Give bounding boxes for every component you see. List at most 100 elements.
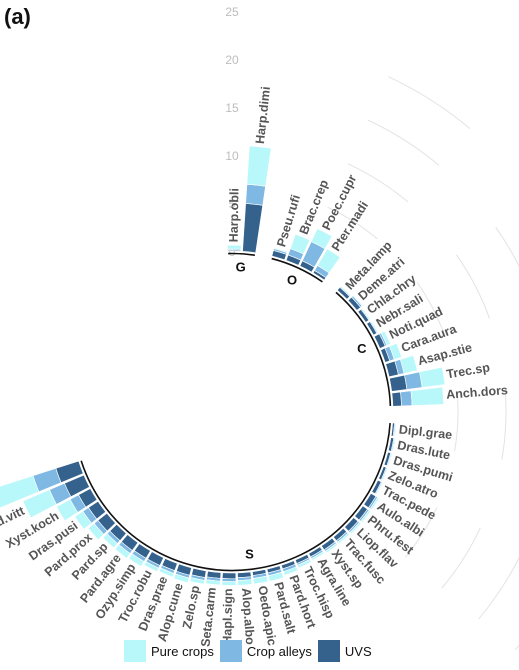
group-label: C bbox=[357, 341, 367, 356]
bar-segment-pure bbox=[87, 523, 105, 541]
bar-segment-pure bbox=[205, 579, 221, 586]
bar-segment-pure bbox=[317, 248, 341, 274]
bar-segment-uvs bbox=[389, 374, 408, 392]
bar-segment-pure bbox=[289, 233, 311, 255]
grid-arc bbox=[347, 163, 409, 203]
legend-label-crop-alleys: Crop alleys bbox=[246, 643, 312, 659]
group-axis bbox=[80, 422, 391, 572]
bar-segment-pure bbox=[361, 307, 371, 321]
bar-segment-pure bbox=[311, 551, 325, 561]
species-label: Alop.albo bbox=[239, 587, 257, 645]
bar-segment-pure bbox=[340, 285, 352, 297]
bar-segment-pure bbox=[22, 489, 57, 519]
species-label: Harp.obli bbox=[227, 188, 242, 242]
bar-segment-pure bbox=[227, 244, 242, 250]
bar-segment-pure bbox=[324, 542, 338, 554]
bar-segment-uvs bbox=[391, 391, 402, 407]
bar-segment-pure bbox=[381, 467, 389, 482]
bar-segment-pure bbox=[369, 496, 380, 511]
radial-tick-label: 5 bbox=[229, 197, 236, 211]
grid-arc bbox=[388, 76, 471, 129]
bar-segment-pure bbox=[380, 330, 391, 346]
bar-segment-pure bbox=[0, 475, 40, 509]
bar-segment-pure bbox=[297, 559, 312, 569]
legend: Pure crops Crop alleys UVS bbox=[124, 640, 378, 662]
bar-segment-pure bbox=[310, 228, 333, 250]
bar-segment-pure bbox=[252, 575, 269, 585]
bar-segment-pure bbox=[128, 553, 145, 567]
bar-segment-pure bbox=[410, 386, 445, 406]
group-label: G bbox=[236, 260, 246, 275]
species-label: Trec.sp bbox=[445, 360, 491, 381]
bar-segment-pure bbox=[56, 498, 79, 522]
legend-swatch-crop-alleys bbox=[219, 640, 242, 662]
species-label: Anch.dors bbox=[446, 383, 509, 402]
species-label: Harp.dimi bbox=[253, 86, 273, 145]
legend-label-uvs: UVS bbox=[344, 643, 372, 659]
radial-tick-label: 10 bbox=[225, 149, 239, 163]
bar-segment-pure bbox=[74, 510, 92, 530]
bar-segment-uvs bbox=[221, 572, 237, 580]
grid-arc bbox=[515, 644, 519, 651]
bar-segment-pure bbox=[143, 561, 160, 573]
bar-segment-pure bbox=[114, 544, 131, 559]
bar-segment-pure bbox=[393, 422, 397, 437]
bar-segment-pure bbox=[370, 320, 379, 334]
group-axis bbox=[335, 291, 392, 406]
group-axis bbox=[271, 257, 323, 283]
bar-segment-pure bbox=[375, 481, 384, 496]
bar-segment-pure bbox=[173, 573, 190, 584]
legend-label-pure-crops: Pure crops bbox=[151, 643, 214, 659]
bar-segment-pure bbox=[337, 532, 350, 545]
bars bbox=[0, 145, 446, 586]
grid-arc bbox=[495, 227, 519, 268]
radial-ticks: 0 5 10 15 20 25 bbox=[225, 5, 519, 651]
group-axes bbox=[80, 252, 392, 572]
radial-tick-label: 15 bbox=[225, 101, 239, 115]
species-label: Hapl.sign bbox=[220, 588, 235, 645]
species-label: Seta.carm bbox=[198, 587, 218, 648]
grid-arc bbox=[416, 282, 445, 335]
legend-swatch-pure-crops bbox=[124, 640, 146, 662]
radial-tick-label: 20 bbox=[225, 53, 239, 67]
grid-arc bbox=[404, 507, 438, 558]
bar-segment-pure bbox=[391, 437, 397, 453]
bar-segment-pure bbox=[102, 533, 118, 549]
bar-segment-pure bbox=[268, 571, 284, 582]
radial-tick-label: 0 bbox=[229, 245, 236, 259]
bar-segment-pure bbox=[246, 145, 272, 187]
bar-segment-pure bbox=[389, 342, 402, 360]
bar-segment-alley bbox=[400, 390, 413, 407]
bar-segment-pure bbox=[237, 579, 253, 586]
grid-arc bbox=[441, 527, 481, 589]
bar-segment-alley bbox=[404, 371, 423, 390]
bar-segment-pure bbox=[352, 294, 364, 307]
bar-segment-uvs bbox=[242, 203, 264, 254]
panel-label: (a) bbox=[4, 4, 31, 29]
group-labels: G O C S bbox=[236, 260, 368, 562]
grid-arc bbox=[367, 119, 440, 166]
group-label: O bbox=[287, 273, 297, 288]
group-axis bbox=[228, 252, 255, 256]
grid-arc bbox=[454, 392, 459, 452]
radial-tick-label: 25 bbox=[225, 5, 239, 19]
bar-segment-pure bbox=[189, 577, 205, 585]
grid-arc bbox=[456, 254, 490, 319]
grid-arc bbox=[327, 206, 378, 240]
legend-item-pure-crops: Pure crops bbox=[124, 640, 214, 662]
bar-segment-pure bbox=[419, 366, 446, 388]
grid-arc bbox=[501, 388, 507, 460]
bar-segment-pure bbox=[349, 522, 362, 535]
bar-segment-pure bbox=[221, 581, 237, 586]
bar-segment-pure bbox=[399, 355, 418, 374]
bar-segment-pure bbox=[273, 247, 288, 253]
bar-segment-pure bbox=[283, 566, 299, 576]
bar-segment-pure bbox=[158, 567, 175, 578]
grid-arc bbox=[478, 556, 519, 620]
legend-swatch-uvs bbox=[317, 640, 340, 662]
bar-segment-pure bbox=[387, 452, 393, 467]
legend-item-uvs: UVS bbox=[317, 640, 372, 662]
species-label: Dipl.grae bbox=[398, 422, 453, 442]
bar-segment-pure bbox=[360, 509, 372, 523]
